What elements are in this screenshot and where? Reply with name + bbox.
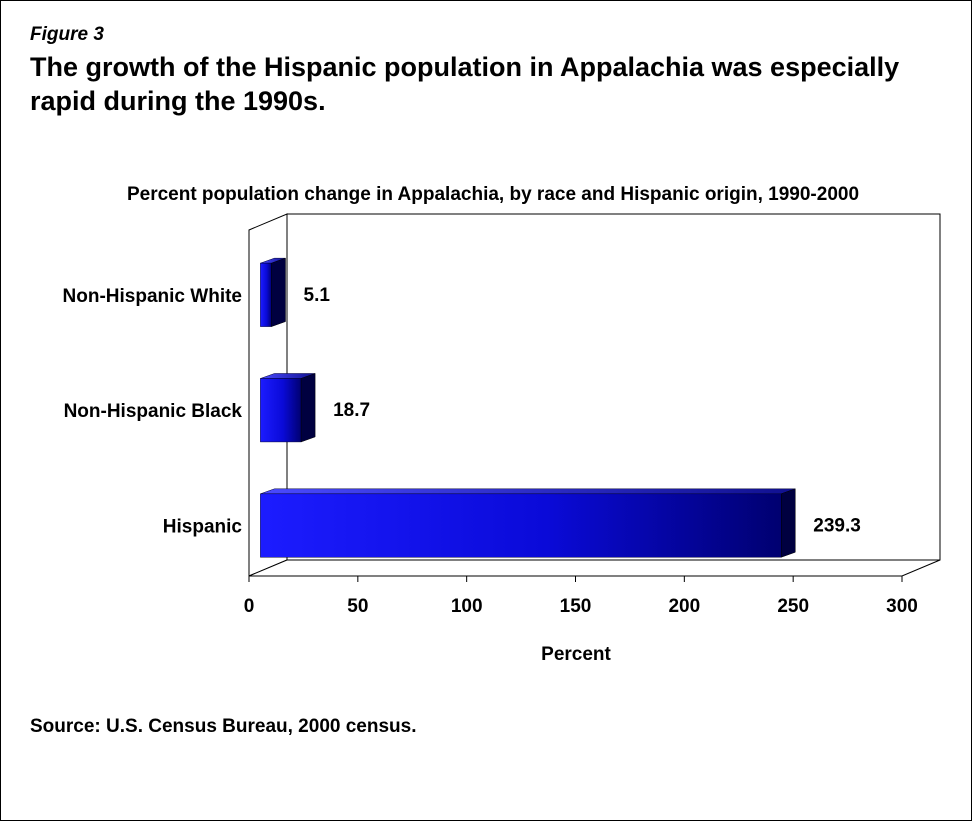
x-tick-label: 50 xyxy=(347,596,368,617)
bar-end-face xyxy=(781,488,796,558)
y-tick-label: Hispanic xyxy=(163,517,243,538)
data-label: 5.1 xyxy=(304,285,331,306)
chart-title: Percent population change in Appalachia,… xyxy=(126,184,860,205)
chart-floor xyxy=(248,559,941,577)
x-tick-label: 0 xyxy=(244,596,255,617)
chart-bars: 5.1 18.7 239.3 xyxy=(260,257,861,558)
y-tick-label: Non-Hispanic Black xyxy=(64,401,243,422)
bar-top-face xyxy=(260,488,796,495)
y-axis: Non-Hispanic White Non-Hispanic Black Hisp… xyxy=(63,286,243,538)
x-tick-label: 250 xyxy=(777,596,809,617)
data-label: 239.3 xyxy=(813,516,861,537)
bar xyxy=(260,493,782,558)
source-note: Source: U.S. Census Bureau, 2000 census. xyxy=(30,716,417,737)
data-label: 18.7 xyxy=(333,400,370,421)
x-tick-label: 200 xyxy=(668,596,700,617)
bar-end-face xyxy=(300,373,316,443)
x-axis: 0 50 100 150 200 250 300 xyxy=(244,576,918,617)
bar xyxy=(260,378,302,443)
figure-label: Figure 3 xyxy=(30,24,104,45)
x-axis-label: Percent xyxy=(541,644,611,665)
y-tick-label: Non-Hispanic White xyxy=(63,286,242,307)
bar xyxy=(260,262,272,327)
x-tick-label: 300 xyxy=(886,596,918,617)
figure-headline: The growth of the Hispanic population in… xyxy=(30,52,900,116)
bar-end-face xyxy=(271,257,286,327)
x-tick-label: 100 xyxy=(451,596,483,617)
x-tick-label: 150 xyxy=(560,596,592,617)
